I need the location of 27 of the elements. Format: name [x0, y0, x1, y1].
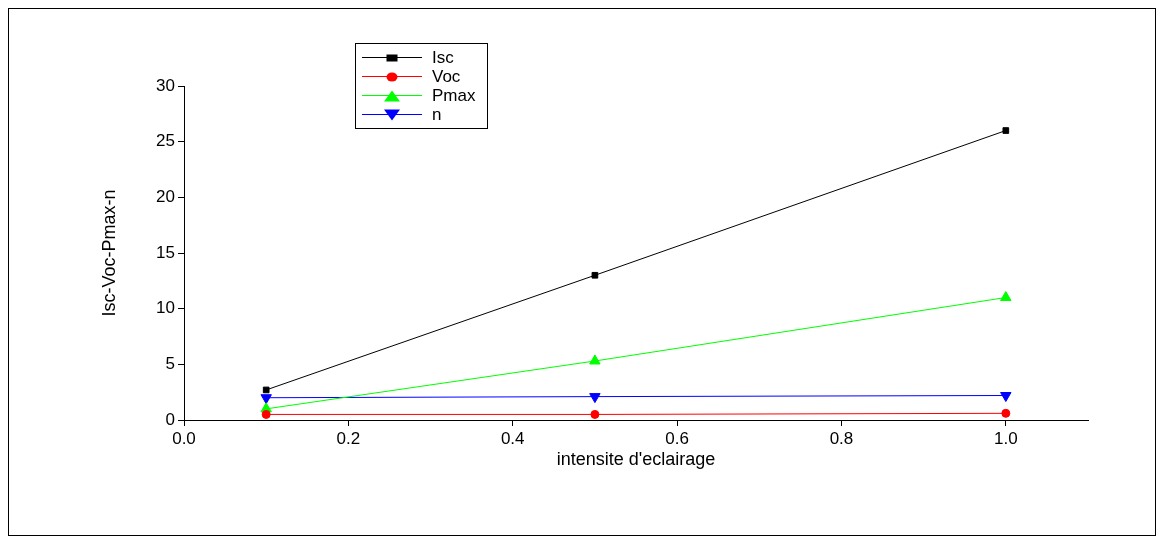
x-tick-label: 0.2	[336, 428, 361, 448]
x-tick-label: 0.6	[665, 428, 689, 448]
y-tick-label: 10	[156, 298, 175, 318]
x-tick-label: 0.8	[829, 428, 854, 448]
x-axis-title: intensite d'eclairage	[556, 449, 716, 470]
point	[262, 386, 270, 394]
legend-label: Pmax	[432, 86, 476, 105]
x-tick-label: 0.4	[500, 428, 525, 448]
y-tick-label: 15	[156, 242, 175, 262]
point	[261, 409, 271, 419]
x-tick-label: 0.0	[172, 428, 196, 448]
legend-label: Isc	[432, 48, 454, 67]
y-tick-label: 5	[165, 354, 175, 374]
y-tick-label: 20	[156, 187, 175, 207]
y-tick-label: 25	[156, 131, 175, 151]
y-tick-label: 30	[156, 75, 175, 95]
y-axis-title: Isc-Voc-Pmax-n	[98, 189, 119, 317]
point	[1000, 291, 1012, 302]
y-tick-label: 0	[165, 409, 175, 429]
legend-label: n	[432, 105, 442, 124]
point	[1001, 408, 1011, 418]
x-tick-label: 1.0	[994, 428, 1018, 448]
legend-label: Voc	[432, 67, 461, 86]
point	[589, 354, 601, 365]
point	[591, 271, 599, 279]
point	[1002, 127, 1010, 134]
point	[590, 409, 600, 419]
